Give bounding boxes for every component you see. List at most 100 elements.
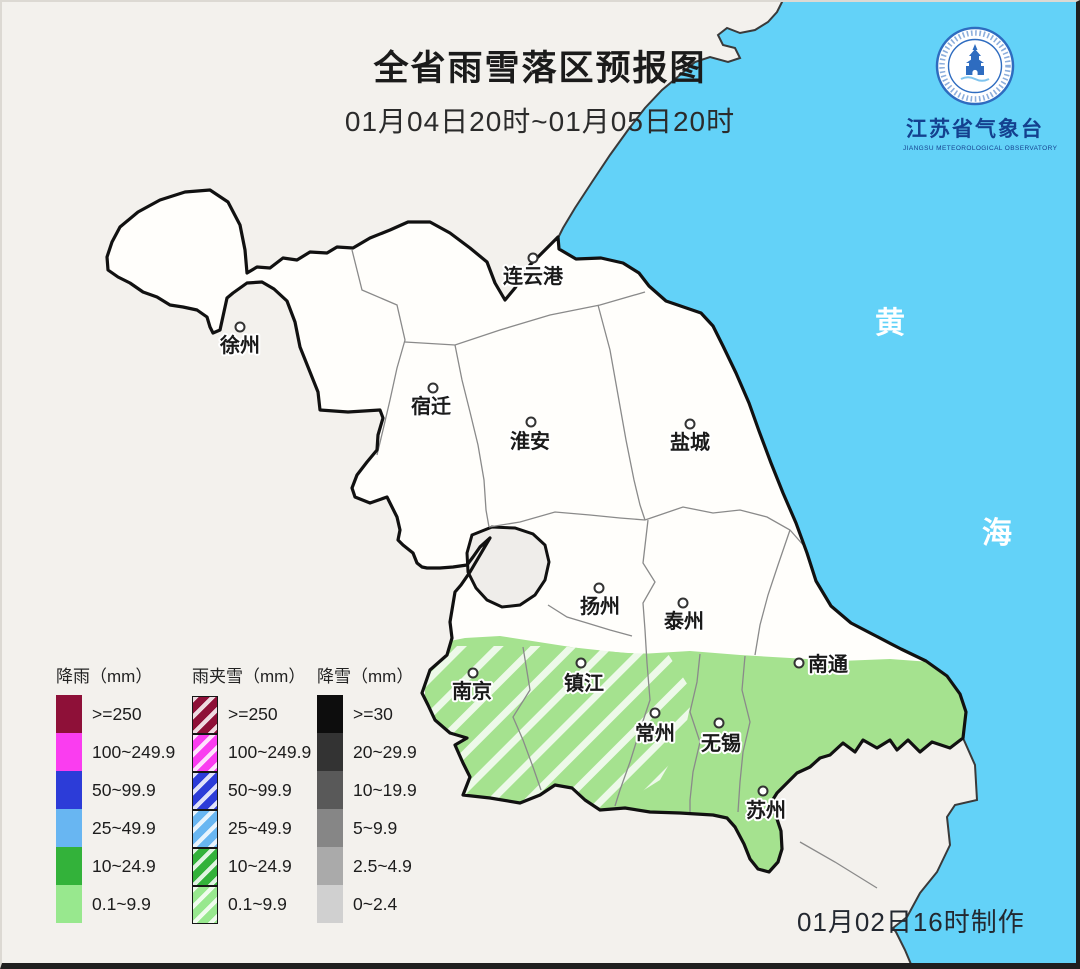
legend-row: 25~49.9 — [56, 809, 192, 847]
rain-swatch — [56, 695, 82, 733]
legend-value: 25~49.9 — [228, 817, 292, 838]
legend-row: 100~249.9 — [192, 733, 317, 772]
city-label-suqian: 宿迁 — [411, 394, 451, 418]
rain-swatch — [56, 885, 82, 923]
legend-value: 5~9.9 — [353, 817, 398, 838]
province-border — [105, 188, 968, 874]
lake-hongze — [465, 525, 551, 609]
shandong-coastline — [557, 0, 784, 239]
legend-rain-title: 降雨（mm） — [56, 667, 153, 686]
city-labels: 徐州 连云港 宿迁 淮安 盐城 扬州 泰州 南京 镇江 常州 无锡 苏州 南通 — [217, 262, 850, 824]
legend-value: >=30 — [353, 703, 393, 724]
city-marker — [593, 582, 605, 594]
sea-label-huang: 黄 — [875, 307, 905, 340]
city-label-suzhou: 苏州 — [746, 799, 786, 822]
legend-value: 0.1~9.9 — [92, 893, 151, 914]
legend-value: 20~29.9 — [353, 741, 417, 762]
city-label-xuzhou: 徐州 — [219, 333, 260, 357]
legend-value: 10~24.9 — [228, 855, 292, 876]
city-marker — [467, 667, 479, 679]
city-label-changzhou: 常州 — [635, 722, 675, 745]
observatory-name-cn: 江苏省气象台 — [906, 118, 1044, 141]
rain-swatch — [56, 847, 82, 885]
sleet-swatch — [192, 885, 218, 924]
legend-row: >=250 — [192, 695, 317, 734]
snow-swatch — [317, 733, 343, 771]
legend-value: 0~2.4 — [353, 893, 398, 914]
legend-value: 0.1~9.9 — [228, 893, 287, 914]
yellow-sea-shape — [558, 0, 1080, 969]
city-marker — [757, 785, 769, 797]
city-marker — [575, 657, 587, 669]
city-label-taizhou: 泰州 — [663, 609, 704, 633]
legend-value: >=250 — [228, 703, 278, 724]
legend-value: 10~19.9 — [353, 779, 417, 800]
city-label-lianyungang: 连云港 — [503, 264, 564, 288]
city-marker — [527, 252, 539, 264]
legend-value: >=250 — [92, 703, 142, 724]
legend-value: 100~249.9 — [92, 741, 176, 762]
city-label-zhenjiang: 镇江 — [564, 671, 604, 695]
legend-row: 0.1~9.9 — [56, 885, 192, 923]
observatory-badge-icon — [935, 26, 1015, 106]
city-label-nantong: 南通 — [808, 653, 848, 676]
title-block: 全省雨雪落区预报图 01月04日20时~01月05日20时 — [0, 40, 1080, 140]
legend-row: 50~99.9 — [192, 771, 317, 810]
legend-row: 10~19.9 — [317, 771, 427, 809]
city-marker — [684, 418, 696, 430]
sea-label-hai: 海 — [982, 517, 1012, 550]
legend-row: 20~29.9 — [317, 733, 427, 771]
sleet-zone-hatched — [425, 646, 693, 840]
shanghai-coastline — [891, 737, 979, 969]
legend-row: 0.1~9.9 — [192, 885, 317, 924]
legend-row: >=30 — [317, 695, 427, 733]
legend-sleet-title: 雨夹雪（mm） — [192, 667, 306, 686]
shanghai-inner-boundary — [799, 841, 878, 889]
produced-timestamp: 01月02日16时制作 — [797, 907, 1025, 937]
snow-swatch — [317, 809, 343, 847]
legend-row: 10~24.9 — [192, 847, 317, 886]
city-marker — [649, 707, 661, 719]
legend-sleet-column: 雨夹雪（mm） >=250 100~249.9 50~99.9 25~49.9 … — [192, 662, 317, 924]
city-marker — [525, 416, 537, 428]
city-label-huaian: 淮安 — [510, 429, 550, 453]
city-marker — [234, 321, 246, 333]
legend-row: 50~99.9 — [56, 771, 192, 809]
snow-swatch — [317, 885, 343, 923]
rain-swatch — [56, 733, 82, 771]
legend-row: 0~2.4 — [317, 885, 427, 923]
legend-row: 2.5~4.9 — [317, 847, 427, 885]
legend-value: 100~249.9 — [228, 741, 312, 762]
snow-swatch — [317, 771, 343, 809]
legend-snow-column: 降雪（mm） >=30 20~29.9 10~19.9 5~9.9 2.5~4.… — [317, 662, 427, 923]
legend-value: 2.5~4.9 — [353, 855, 412, 876]
legend-row: 10~24.9 — [56, 847, 192, 885]
city-marker — [713, 717, 725, 729]
legend-row: 100~249.9 — [56, 733, 192, 771]
forecast-period: 01月04日20时~01月05日20时 — [344, 106, 736, 137]
city-label-yangzhou: 扬州 — [580, 595, 620, 618]
city-marker — [427, 382, 439, 394]
city-markers — [234, 252, 805, 797]
legend-value: 50~99.9 — [228, 779, 292, 800]
legend: 降雨（mm） >=250 100~249.9 50~99.9 25~49.9 1… — [56, 662, 427, 924]
legend-row: 5~9.9 — [317, 809, 427, 847]
sleet-swatch — [192, 809, 218, 848]
city-marker — [793, 657, 805, 669]
city-marker — [677, 597, 689, 609]
snow-swatch — [317, 695, 343, 733]
rain-swatch — [56, 771, 82, 809]
city-label-yancheng: 盐城 — [670, 430, 710, 454]
sleet-swatch — [192, 771, 218, 810]
city-label-wuxi: 无锡 — [701, 731, 741, 755]
rain-swatch — [56, 809, 82, 847]
legend-snow-title: 降雪（mm） — [317, 667, 414, 686]
legend-value: 50~99.9 — [92, 779, 156, 800]
legend-value: 10~24.9 — [92, 855, 156, 876]
sleet-swatch — [192, 695, 218, 734]
legend-value: 25~49.9 — [92, 817, 156, 838]
page-title: 全省雨雪落区预报图 — [373, 49, 707, 88]
sleet-swatch — [192, 847, 218, 886]
legend-rain-column: 降雨（mm） >=250 100~249.9 50~99.9 25~49.9 1… — [56, 662, 192, 923]
